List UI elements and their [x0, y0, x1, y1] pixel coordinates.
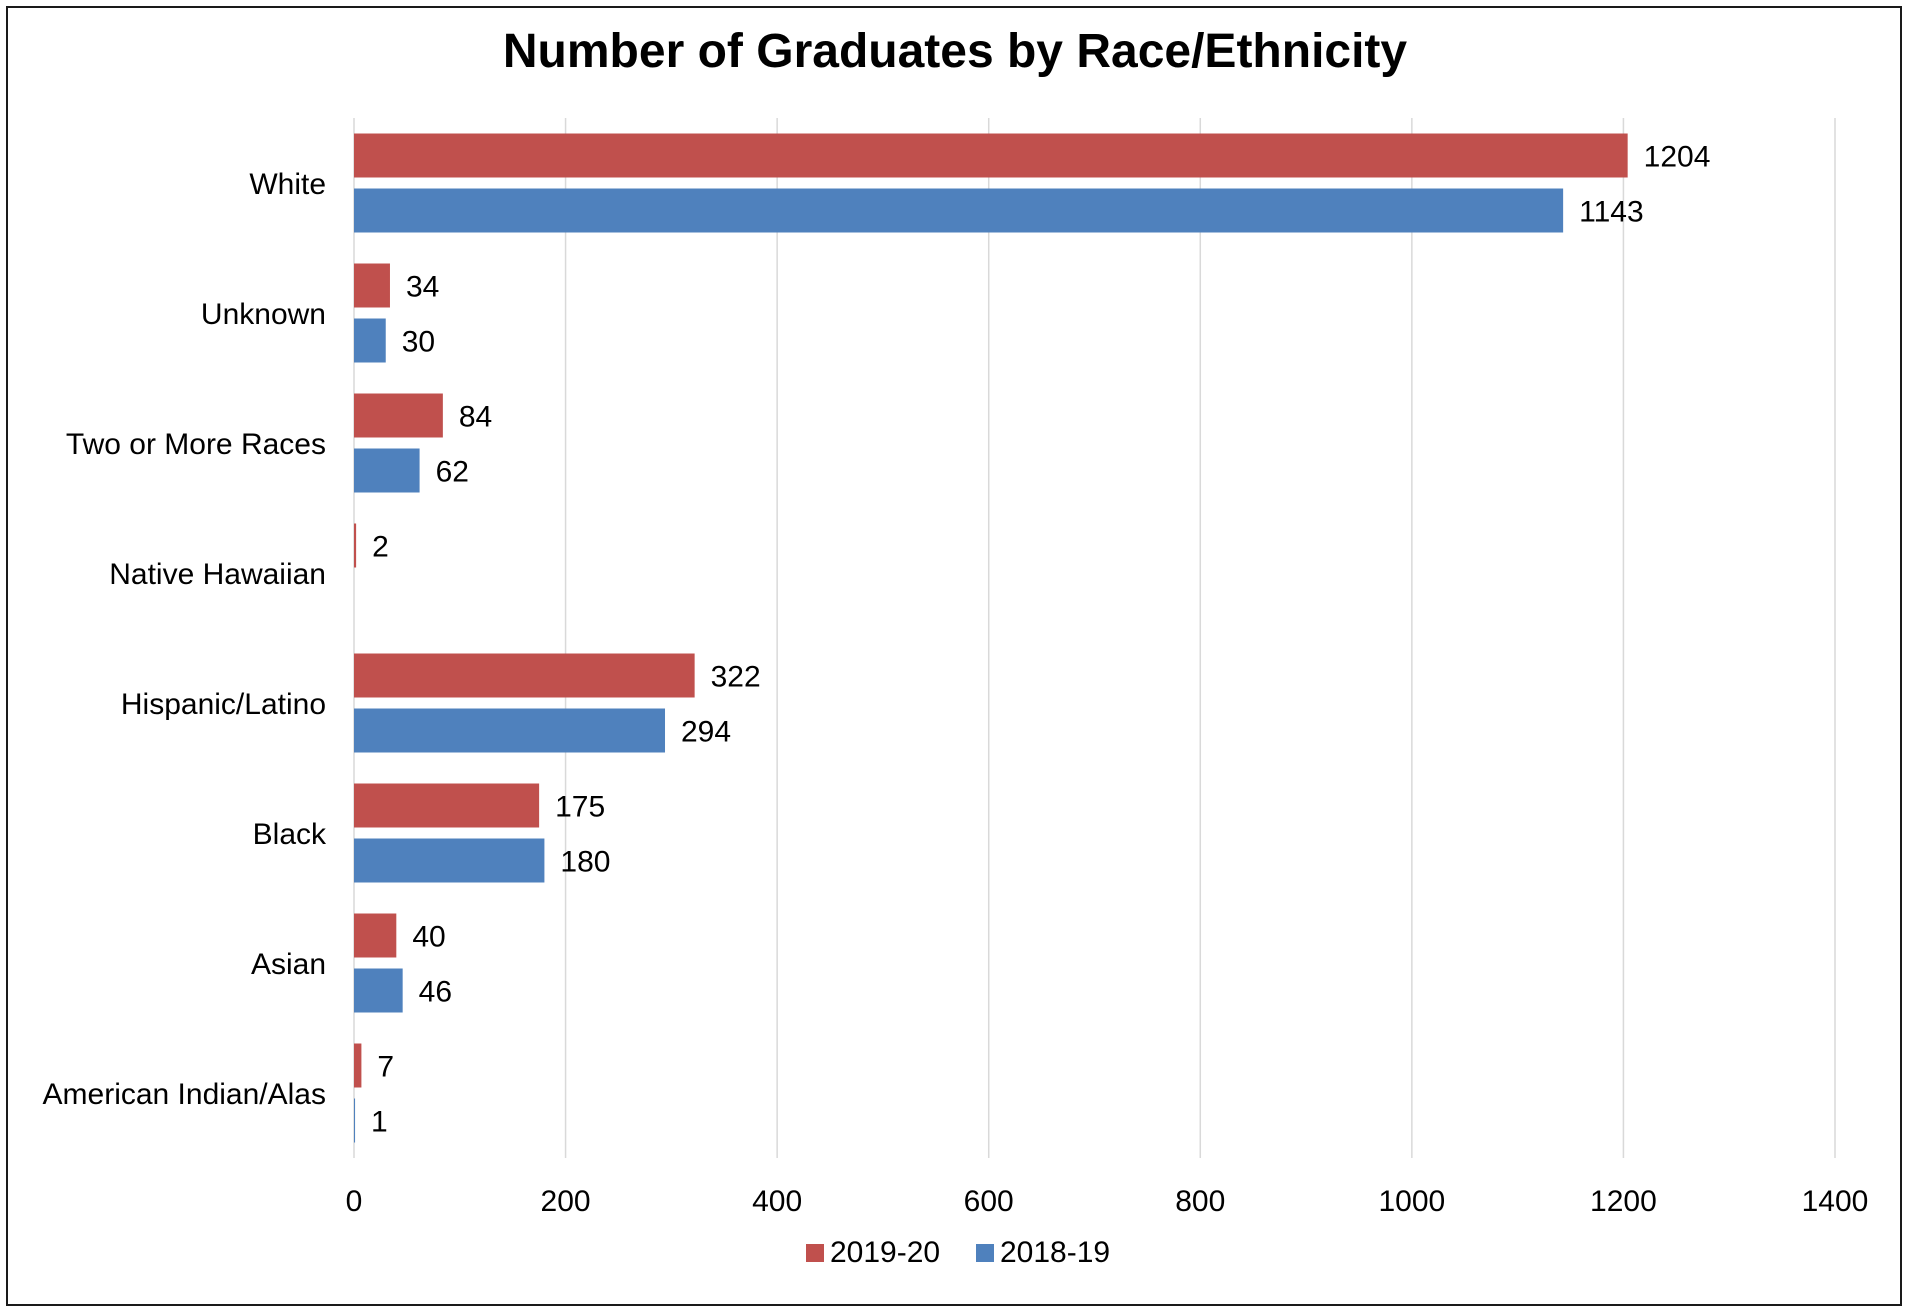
x-tick-label: 0	[346, 1185, 363, 1218]
x-tick-label: 1000	[1378, 1185, 1445, 1218]
data-label: 84	[459, 401, 492, 434]
data-label: 294	[681, 716, 731, 749]
bar	[354, 783, 540, 828]
bar	[354, 448, 420, 493]
data-label: 7	[377, 1051, 394, 1084]
x-tick-label: 1400	[1802, 1185, 1869, 1218]
data-label: 322	[711, 661, 761, 694]
bar	[354, 188, 1564, 233]
data-label: 34	[406, 271, 439, 304]
data-label: 2	[372, 531, 389, 564]
x-tick-label: 200	[541, 1185, 591, 1218]
bar	[354, 318, 386, 363]
bar	[354, 913, 397, 958]
bar	[354, 1043, 362, 1088]
bar	[354, 968, 403, 1013]
legend-swatch	[976, 1244, 994, 1262]
bar	[354, 393, 443, 438]
data-label: 62	[436, 456, 469, 489]
legend-label: 2018-19	[1000, 1236, 1110, 1269]
category-label: Asian	[251, 948, 326, 981]
bar	[354, 1098, 356, 1143]
data-label: 180	[560, 846, 610, 879]
bar	[354, 263, 390, 308]
data-label: 1	[371, 1106, 388, 1139]
category-label: Two or More Races	[66, 428, 326, 461]
data-label: 30	[402, 326, 435, 359]
bar	[354, 708, 666, 753]
chart-title: Number of Graduates by Race/Ethnicity	[502, 25, 1408, 78]
bar	[354, 838, 545, 883]
data-label: 1204	[1644, 141, 1711, 174]
x-tick-label: 600	[964, 1185, 1014, 1218]
data-label: 40	[412, 921, 445, 954]
bar	[354, 523, 357, 568]
data-label: 1143	[1579, 196, 1644, 229]
category-label: Unknown	[201, 298, 326, 331]
legend-label: 2019-20	[830, 1236, 940, 1269]
category-label: Native Hawaiian	[109, 558, 326, 591]
bar	[354, 653, 695, 698]
legend-swatch	[806, 1244, 824, 1262]
bar	[354, 133, 1628, 178]
category-label: Hispanic/Latino	[121, 688, 326, 721]
category-label: American Indian/Alas	[43, 1078, 326, 1111]
x-tick-label: 800	[1175, 1185, 1225, 1218]
data-label: 46	[419, 976, 452, 1009]
data-label: 175	[555, 791, 605, 824]
x-tick-label: 400	[752, 1185, 802, 1218]
x-tick-label: 1200	[1590, 1185, 1657, 1218]
category-label: Black	[253, 818, 327, 851]
category-label: White	[249, 168, 326, 201]
